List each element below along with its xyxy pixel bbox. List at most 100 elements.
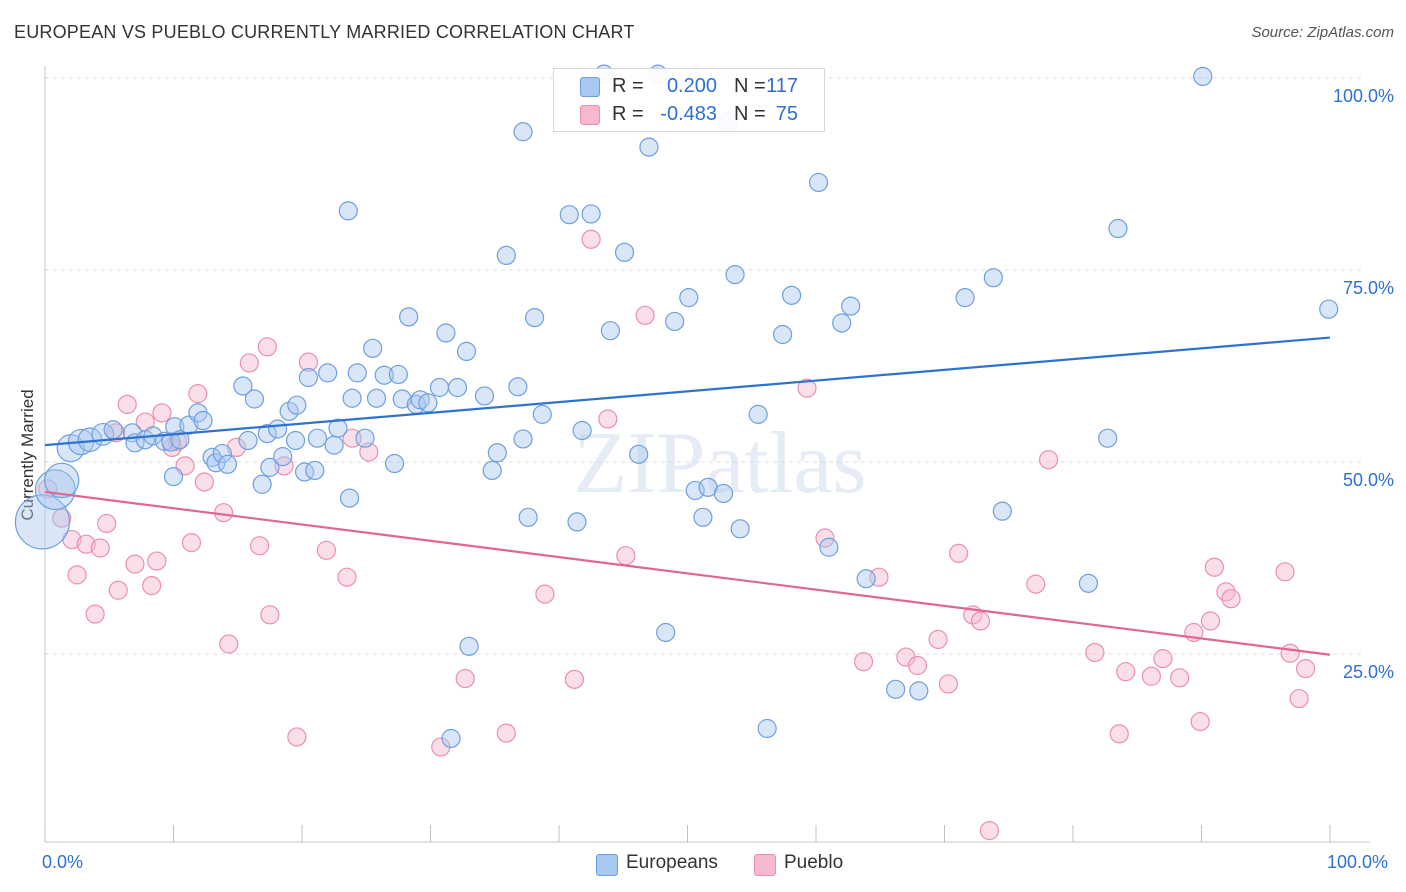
pueblo-point-19	[181, 533, 202, 553]
european-point-61	[474, 386, 495, 406]
pueblo-point-61	[1116, 662, 1136, 682]
european-r-value: 0.200	[666, 75, 717, 97]
european-point-68	[524, 308, 545, 328]
european-point-33	[287, 395, 307, 415]
pueblo-point-70	[1221, 589, 1241, 609]
european-point-87	[693, 507, 713, 527]
pueblo-r-label: R =	[612, 103, 644, 125]
european-point-45	[355, 428, 375, 448]
y-tick-label-100: 100.0%	[1332, 86, 1394, 106]
source-label: Source: ZipAtlas.com	[1251, 24, 1394, 41]
pueblo-point-24	[226, 437, 247, 458]
european-point-42	[339, 488, 360, 508]
legend-item-europeans[interactable]: Europeans	[596, 852, 726, 876]
european-point-63	[487, 443, 507, 463]
european-point-32	[279, 401, 299, 421]
european-point-17	[163, 466, 184, 487]
pueblo-point-73	[1289, 688, 1309, 709]
pueblo-point-28	[260, 605, 280, 625]
european-point-107	[1078, 573, 1099, 593]
y-tick-label-50: 50.0%	[1342, 470, 1394, 490]
european-n-label: N =	[734, 75, 766, 97]
gridlines	[45, 77, 1365, 655]
pueblo-point-30	[287, 727, 307, 747]
european-point-80	[629, 444, 649, 464]
european-point-109	[1108, 218, 1128, 239]
european-point-47	[366, 388, 387, 408]
pueblo-point-23	[219, 634, 239, 654]
pueblo-point-32	[316, 540, 337, 560]
european-point-48	[374, 365, 394, 385]
pueblo-point-25	[239, 353, 259, 373]
european-point-55	[418, 393, 438, 413]
european-point-69	[532, 404, 552, 424]
european-point-97	[808, 172, 829, 193]
european-point-65	[508, 377, 528, 397]
european-point-52	[399, 307, 419, 327]
european-point-49	[384, 453, 405, 474]
european-point-66	[513, 429, 533, 449]
european-point-93	[748, 404, 768, 424]
european-point-62	[482, 460, 502, 481]
european-point-74	[567, 512, 587, 532]
european-point-40	[324, 435, 344, 455]
pueblo-point-74	[1295, 658, 1316, 679]
european-point-54	[410, 390, 430, 410]
european-point-25	[238, 430, 258, 451]
european-point-7	[103, 420, 123, 440]
european-point-56	[429, 377, 450, 398]
european-point-70	[338, 201, 358, 221]
pueblo-point-45	[797, 378, 817, 398]
y-tick-label-75: 75.0%	[1342, 278, 1394, 298]
pueblo-point-4	[76, 534, 96, 554]
european-point-79	[614, 242, 635, 262]
european-point-59	[456, 341, 477, 362]
pueblo-point-60	[1109, 724, 1129, 744]
european-point-30	[260, 457, 280, 477]
europeans-legend-label: Europeans	[626, 852, 718, 873]
european-point-57	[436, 323, 456, 343]
european-trend-line	[44, 336, 1331, 447]
legend-item-pueblo[interactable]: Pueblo	[754, 852, 854, 876]
european-point-29	[267, 419, 288, 439]
pueblo-point-63	[1153, 649, 1173, 669]
european-point-104	[955, 288, 975, 308]
european-point-96	[781, 285, 802, 305]
european-r-label: R =	[612, 75, 644, 97]
european-point-103	[909, 681, 929, 701]
pueblo-point-15	[152, 403, 172, 423]
pueblo-n-value: 75	[775, 103, 798, 125]
european-point-23	[217, 454, 238, 474]
european-point-102	[886, 679, 906, 699]
european-swatch	[580, 77, 600, 97]
european-point-75	[572, 420, 592, 441]
pueblo-point-10	[117, 394, 137, 414]
pueblo-point-44	[635, 305, 655, 325]
european-point-39	[318, 363, 338, 383]
pueblo-point-56	[979, 821, 1000, 841]
european-point-35	[294, 462, 315, 482]
european-point-0	[14, 494, 71, 550]
pueblo-point-33	[337, 567, 357, 587]
european-point-64	[496, 245, 516, 266]
pueblo-point-1	[52, 508, 72, 528]
pueblo-point-43	[616, 546, 636, 566]
european-point-46	[363, 338, 383, 358]
pueblo-point-3	[67, 565, 87, 585]
pueblo-point-62	[1141, 666, 1161, 686]
european-point-44	[342, 388, 362, 408]
european-point-94	[757, 718, 777, 739]
european-point-84	[665, 311, 685, 332]
european-point-37	[307, 428, 328, 448]
european-point-95	[772, 324, 793, 345]
european-n-value: 117	[766, 75, 798, 97]
trend-lines	[44, 336, 1331, 656]
pueblo-r-value: -0.483	[660, 103, 717, 125]
pueblo-point-14	[147, 551, 167, 571]
pueblo-point-59	[1085, 642, 1105, 663]
european-point-92	[730, 519, 750, 539]
pueblo-point-11	[125, 554, 145, 574]
european-point-24	[233, 376, 253, 396]
european-point-1	[34, 469, 76, 511]
pueblo-point-68	[1204, 557, 1224, 577]
